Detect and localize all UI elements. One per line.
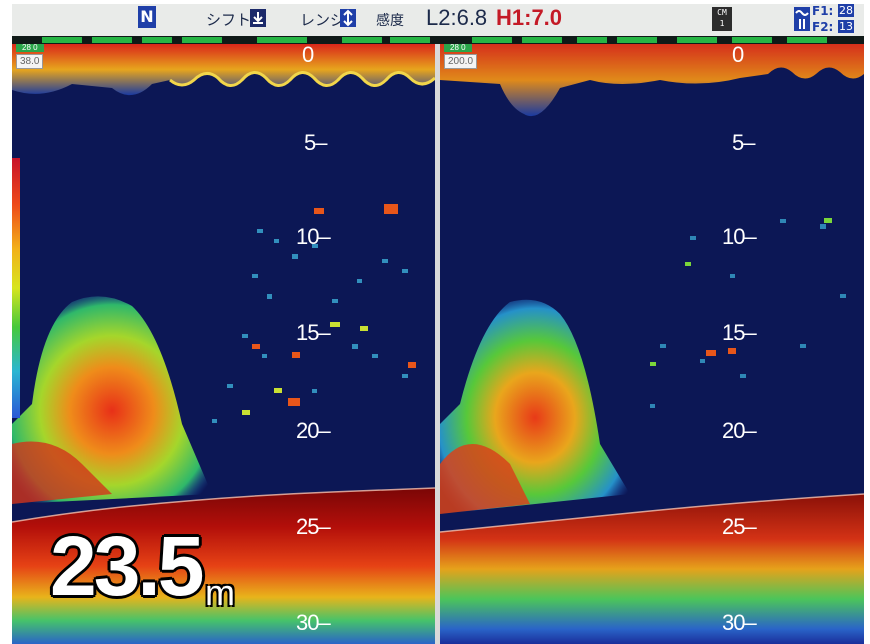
mode-indicator[interactable]: N — [138, 6, 156, 28]
split-divider[interactable] — [435, 44, 440, 644]
shift-label: シフト: — [206, 11, 257, 29]
gain-l2-value: L2:6.8 — [426, 5, 488, 30]
left-depth-tick-25: 25– — [296, 514, 331, 539]
depth-readout: 23.5 — [50, 519, 204, 613]
gain-label: 感度 — [376, 13, 404, 29]
right-frequency-tag: 28 0 — [444, 44, 472, 52]
f2-label: F2: — [812, 20, 834, 34]
left-depth-tick-0: 0 — [302, 44, 314, 67]
f1-value: 28 — [838, 4, 854, 17]
range-up-down-icon[interactable] — [340, 9, 356, 27]
left-depth-tick-15: 15– — [296, 320, 331, 345]
left-frequency-tag: 28 0 — [16, 44, 44, 52]
left-frequency-value: 38.0 — [16, 54, 44, 69]
left-depth-tick-20: 20– — [296, 418, 331, 443]
echogram-left-image — [12, 44, 435, 644]
left-depth-tick-30: 30– — [296, 610, 331, 635]
right-depth-tick-5: 5– — [732, 130, 756, 155]
echogram-right-image — [440, 44, 864, 644]
right-depth-tick-10: 10– — [722, 224, 757, 249]
right-depth-tick-20: 20– — [722, 418, 757, 443]
right-depth-tick-15: 15– — [722, 320, 757, 345]
gain-h1-value: H1:7.0 — [496, 5, 563, 30]
cm-label: CM — [717, 8, 727, 17]
right-depth-tick-30: 30– — [722, 610, 757, 635]
left-depth-tick-5: 5– — [304, 130, 328, 155]
echogram-right[interactable]: 28 0 200.0 0 5– 10– 15– 20– 25– 30– — [440, 44, 864, 644]
f2-value: 13 — [838, 20, 854, 33]
right-depth-tick-0: 0 — [732, 44, 744, 67]
right-depth-tick-25: 25– — [722, 514, 757, 539]
frequency-wave-icon — [794, 7, 810, 31]
scale-segment-bar — [12, 36, 864, 44]
right-frequency-value: 200.0 — [444, 54, 478, 69]
echogram-left[interactable]: 28 0 38.0 0 5– 10– 15– 20– 25– 30– — [12, 44, 435, 644]
depth-unit: m — [205, 572, 235, 613]
cm-indicator[interactable]: CM 1 — [712, 7, 732, 31]
left-depth-tick-10: 10– — [296, 224, 331, 249]
shift-down-icon[interactable] — [250, 9, 266, 27]
color-scale-bar — [12, 158, 20, 418]
range-label: レンジ: — [300, 11, 351, 29]
status-bar: N シフト: レンジ: 感度 L2:6.8 H1:7.0 CM 1 F1: 28… — [12, 4, 864, 36]
cm-number: 1 — [719, 19, 725, 28]
f1-label: F1: — [812, 4, 834, 18]
